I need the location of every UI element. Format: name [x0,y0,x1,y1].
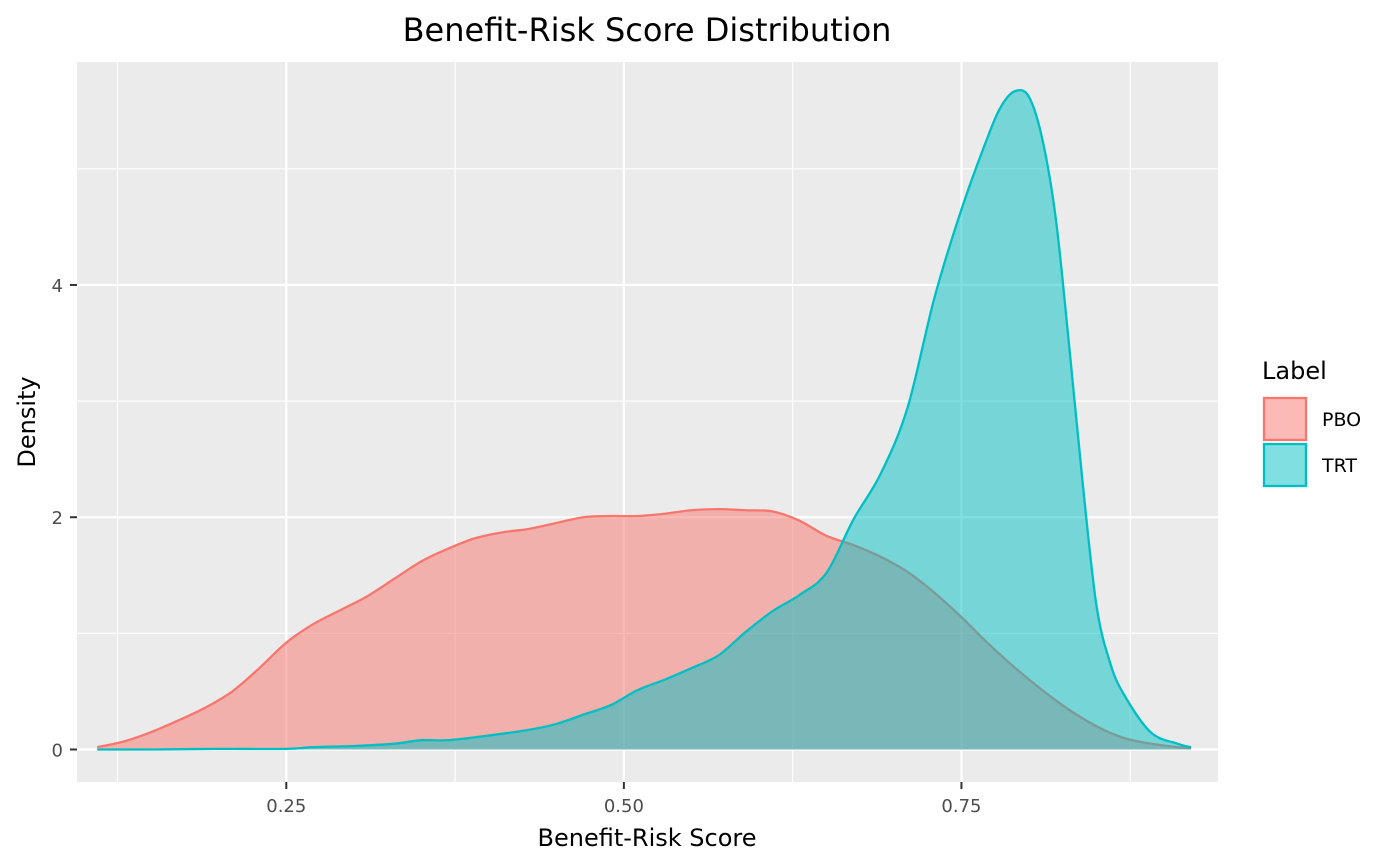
legend-label-pbo: PBO [1322,409,1361,431]
trt-density-curve [97,88,1192,751]
x-axis-title: Benefit-Risk Score [538,824,757,852]
y-tick-label: 0 [52,740,63,761]
x-axis: 0.25 0.50 0.75 [266,782,981,817]
legend-title: Label [1262,357,1327,385]
x-tick-label: 0.25 [266,796,306,817]
y-axis: 0 2 4 [52,276,77,761]
x-tick-label: 0.75 [941,796,981,817]
legend: Label PBO TRT [1262,357,1361,488]
chart-title: Benefit-Risk Score Distribution [403,11,892,49]
legend-key-pbo [1262,396,1308,442]
legend-label-trt: TRT [1321,455,1357,477]
density-areas [97,88,1192,751]
legend-key-trt [1262,442,1308,488]
y-axis-title: Density [13,376,41,467]
trt-density-area [97,90,1191,750]
y-tick-label: 2 [52,508,63,529]
x-tick-label: 0.50 [604,796,644,817]
y-tick-label: 4 [52,276,63,297]
